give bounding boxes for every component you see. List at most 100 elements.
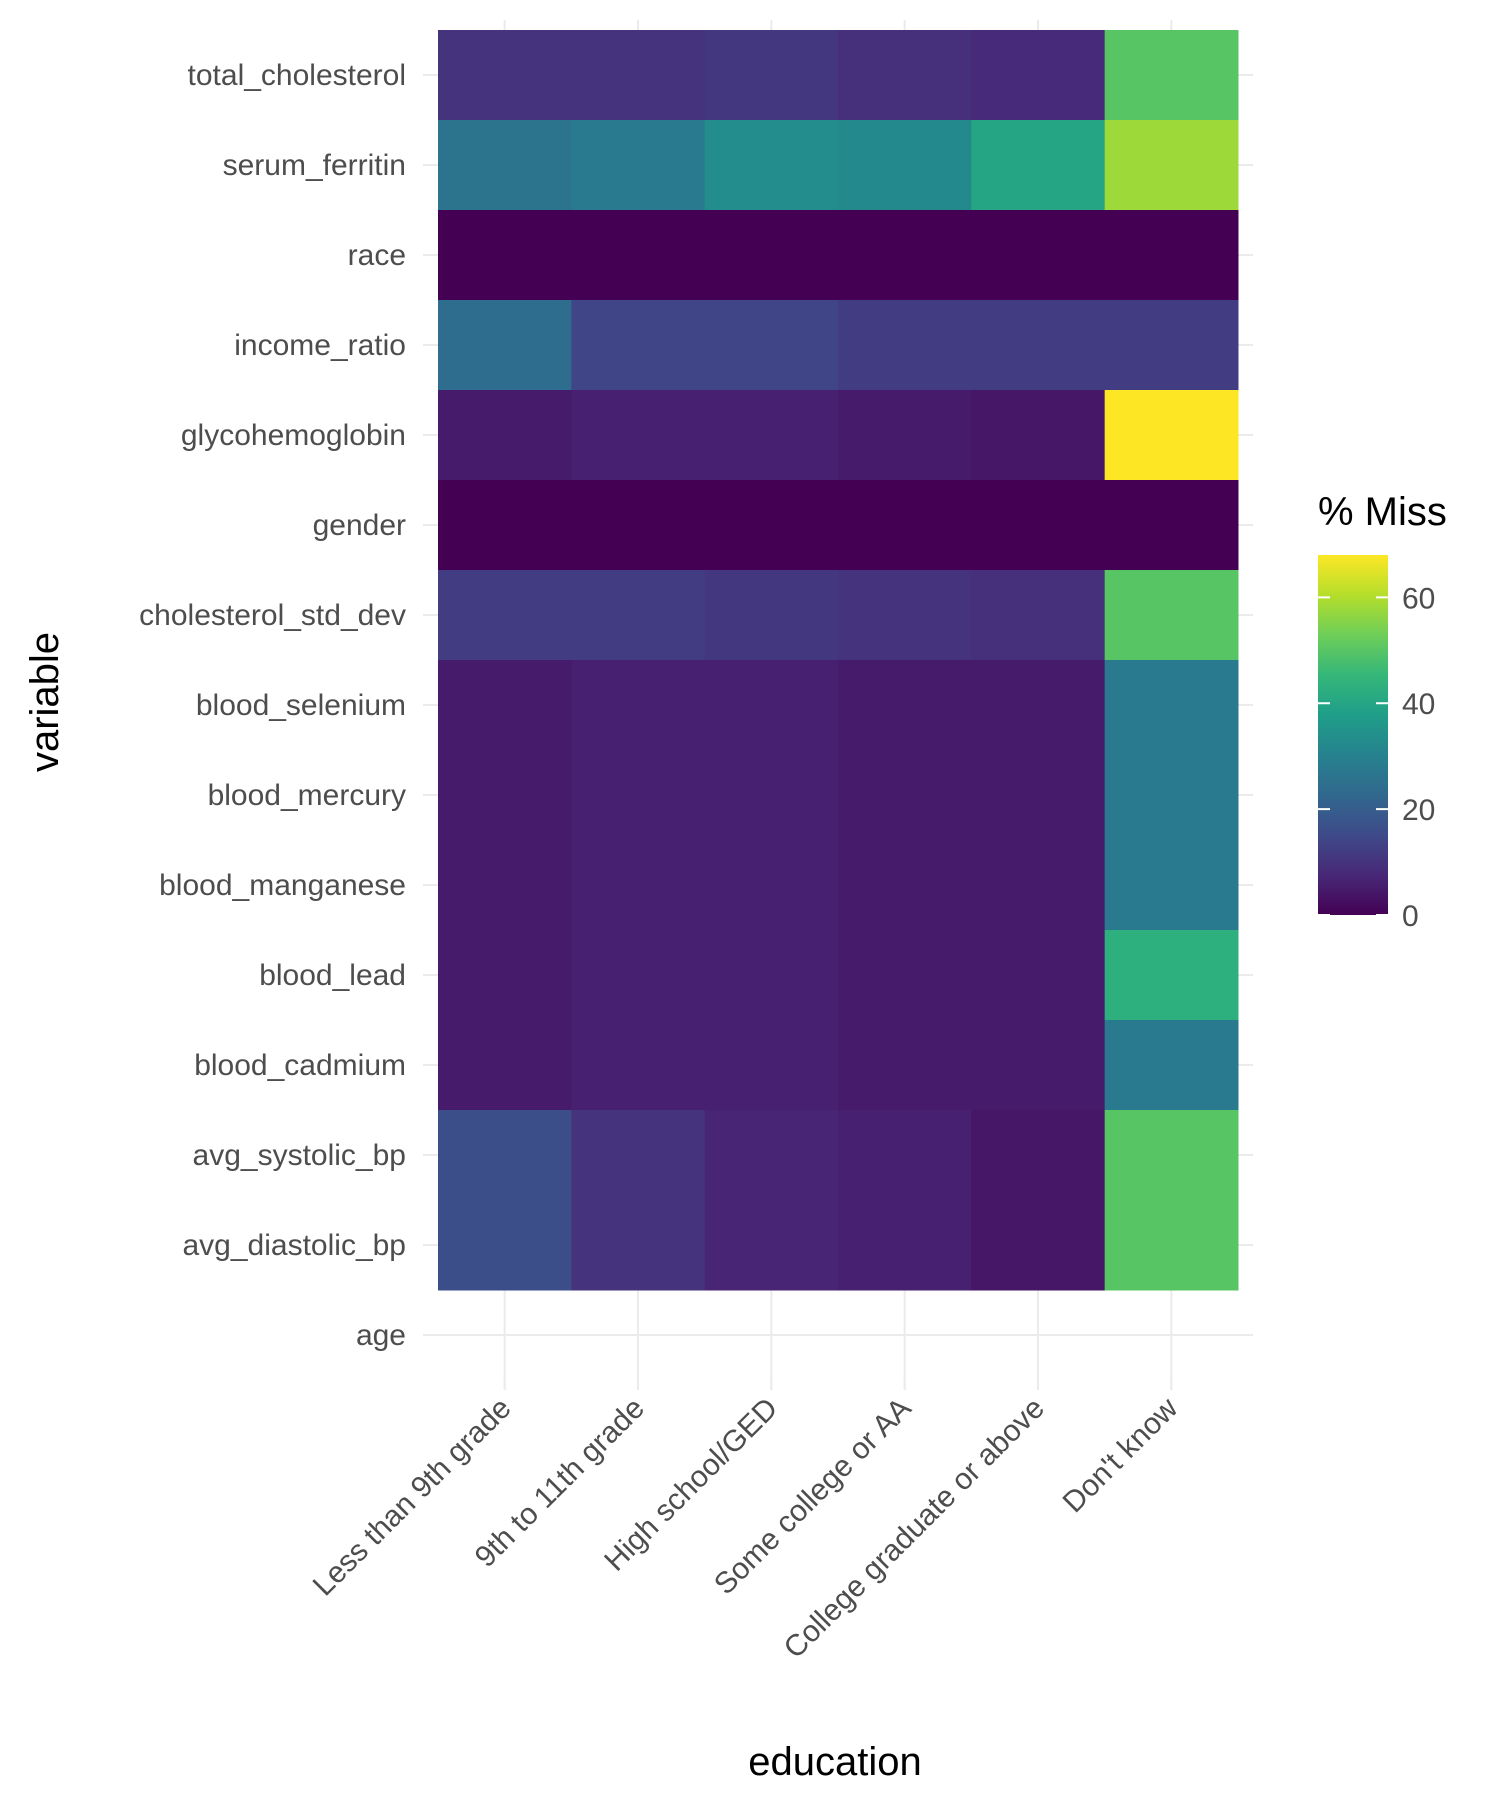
heatmap-cell [438, 750, 572, 841]
heatmap-cell [571, 840, 706, 931]
heatmap-cell [838, 390, 972, 481]
heatmap-cell [704, 210, 839, 301]
y-tick-label: blood_lead [259, 959, 406, 992]
y-axis-title: variable [23, 632, 67, 772]
heatmap-cell [971, 840, 1106, 931]
legend-tick-label: 0 [1402, 900, 1419, 933]
heatmap-cell [1104, 930, 1239, 1021]
heatmap-cell [438, 480, 572, 571]
heatmap-cell [971, 1110, 1106, 1201]
heatmap-cell [438, 210, 572, 301]
heatmap-cell [571, 930, 706, 1021]
heatmap-cell [704, 1020, 839, 1111]
heatmap-cell [1104, 390, 1239, 481]
heatmap-cell [971, 120, 1106, 211]
heatmap-cell [1104, 750, 1239, 841]
color-legend: % Miss 0 20 40 60 [1318, 490, 1447, 933]
heatmap-cell [1104, 570, 1239, 661]
heatmap-cell [1104, 480, 1239, 571]
legend-tick-label: 40 [1402, 688, 1435, 721]
heatmap-cell [971, 480, 1106, 571]
heatmap-cell [438, 390, 572, 481]
heatmap-cell [438, 660, 572, 751]
legend-colorbar [1318, 555, 1388, 915]
heatmap-cell [971, 660, 1106, 751]
heatmap-cell [971, 1200, 1106, 1291]
heatmap-cell [838, 30, 972, 121]
y-tick-label: age [356, 1319, 406, 1352]
heatmap-cell [1104, 1200, 1239, 1291]
heatmap-cell [1104, 1110, 1239, 1201]
heatmap-cell [704, 840, 839, 931]
heatmap-cell [838, 930, 972, 1021]
heatmap-cell [704, 480, 839, 571]
heatmap-cell [838, 210, 972, 301]
heatmap-cell [838, 480, 972, 571]
heatmap-cell [838, 660, 972, 751]
heatmap-cell [704, 750, 839, 841]
heatmap-cell [704, 390, 839, 481]
heatmap-cell [571, 480, 706, 571]
heatmap-cell [571, 210, 706, 301]
heatmap-cell [1104, 1020, 1239, 1111]
heatmap-cell [971, 930, 1106, 1021]
legend-tick-label: 60 [1402, 582, 1435, 615]
y-tick-label: gender [313, 509, 406, 542]
heatmap-cell [838, 1200, 972, 1291]
y-tick-label: serum_ferritin [223, 149, 406, 182]
heatmap-cell [438, 1200, 572, 1291]
y-tick-label: blood_manganese [159, 869, 406, 902]
heatmap-cell [704, 30, 839, 121]
heatmap-cells [438, 30, 1239, 1291]
heatmap-cell [1104, 660, 1239, 751]
y-tick-label: blood_selenium [196, 689, 406, 722]
heatmap-cell [438, 300, 572, 391]
heatmap-cell [571, 1020, 706, 1111]
heatmap-cell [838, 120, 972, 211]
y-tick-label: blood_mercury [208, 779, 406, 812]
heatmap-cell [971, 750, 1106, 841]
heatmap-cell [571, 30, 706, 121]
heatmap-cell [438, 1110, 572, 1201]
heatmap-cell [438, 930, 572, 1021]
heatmap-cell [704, 300, 839, 391]
axis-ticks [503, 1380, 1173, 1390]
legend-tick-label: 20 [1402, 794, 1435, 827]
heatmap-cell [571, 570, 706, 661]
heatmap-cell [971, 1020, 1106, 1111]
heatmap-cell [704, 1200, 839, 1291]
y-tick-label: avg_diastolic_bp [183, 1229, 407, 1262]
heatmap-cell [971, 300, 1106, 391]
heatmap-cell [571, 120, 706, 211]
legend-title: % Miss [1318, 490, 1447, 534]
y-tick-label: blood_cadmium [194, 1049, 406, 1082]
y-tick-label: glycohemoglobin [181, 419, 406, 452]
heatmap-cell [838, 570, 972, 661]
heatmap-cell [838, 750, 972, 841]
heatmap-cell [838, 300, 972, 391]
heatmap-cell [704, 1110, 839, 1201]
heatmap-cell [438, 840, 572, 931]
heatmap-cell [571, 660, 706, 751]
y-tick-label: avg_systolic_bp [193, 1139, 406, 1172]
heatmap-cell [838, 840, 972, 931]
y-tick-label: cholesterol_std_dev [139, 599, 406, 632]
heatmap-cell [838, 1020, 972, 1111]
heatmap-cell [1104, 30, 1239, 121]
heatmap-cell [704, 930, 839, 1021]
heatmap-cell [571, 390, 706, 481]
heatmap-cell [971, 210, 1106, 301]
x-axis-title: education [748, 1740, 921, 1784]
heatmap-cell [438, 570, 572, 661]
heatmap-cell [971, 570, 1106, 661]
heatmap-cell [971, 390, 1106, 481]
heatmap-cell [571, 1110, 706, 1201]
heatmap-cell [438, 1020, 572, 1111]
y-tick-label: race [348, 239, 406, 272]
y-tick-label: total_cholesterol [188, 59, 406, 92]
heatmap-cell [704, 120, 839, 211]
heatmap-cell [971, 30, 1106, 121]
